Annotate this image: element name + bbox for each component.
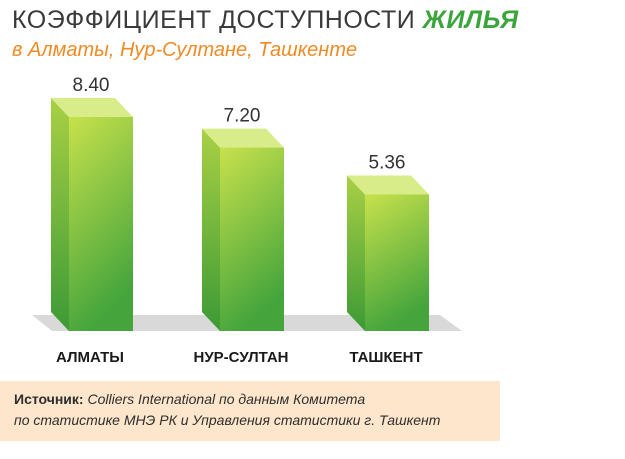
bar [220,147,284,331]
category-label: ТАШКЕНТ [349,349,422,366]
bar-side [51,98,69,331]
category-label: НУР-СУЛТАН [194,349,289,366]
bar-cap [202,128,284,148]
bar-value-label: 8.40 [73,75,110,96]
chart-subtitle: в Алматы, Нур-Султане, Ташкенте [12,39,358,61]
bar [69,117,133,331]
source-note: Источник: Colliers International по данн… [0,381,500,441]
bar [365,194,429,331]
bar-cap [51,98,133,117]
source-line-2: по статистике МНЭ РК и Управления статис… [14,412,441,428]
source-label: Источник: [14,391,84,407]
bar-cap [347,175,429,195]
bar-side [347,175,365,331]
bar-value-label: 5.36 [369,152,406,173]
category-label: АЛМАТЫ [56,349,124,366]
title-highlight: ЖИЛЬЯ [422,6,519,34]
bar-side [202,128,220,331]
bar-chart: 8.40 АЛМАТЫ 7.20 НУР-СУЛТАН 5.36 ТАШКЕНТ [32,75,462,366]
title-main: КОЭФФИЦИЕНТ ДОСТУПНОСТИ [12,6,416,34]
source-line-1: Colliers International по данным Комитет… [87,391,366,407]
bar-value-label: 7.20 [224,106,261,127]
chart-title: КОЭФФИЦИЕНТ ДОСТУПНОСТИ ЖИЛЬЯ [12,6,519,35]
